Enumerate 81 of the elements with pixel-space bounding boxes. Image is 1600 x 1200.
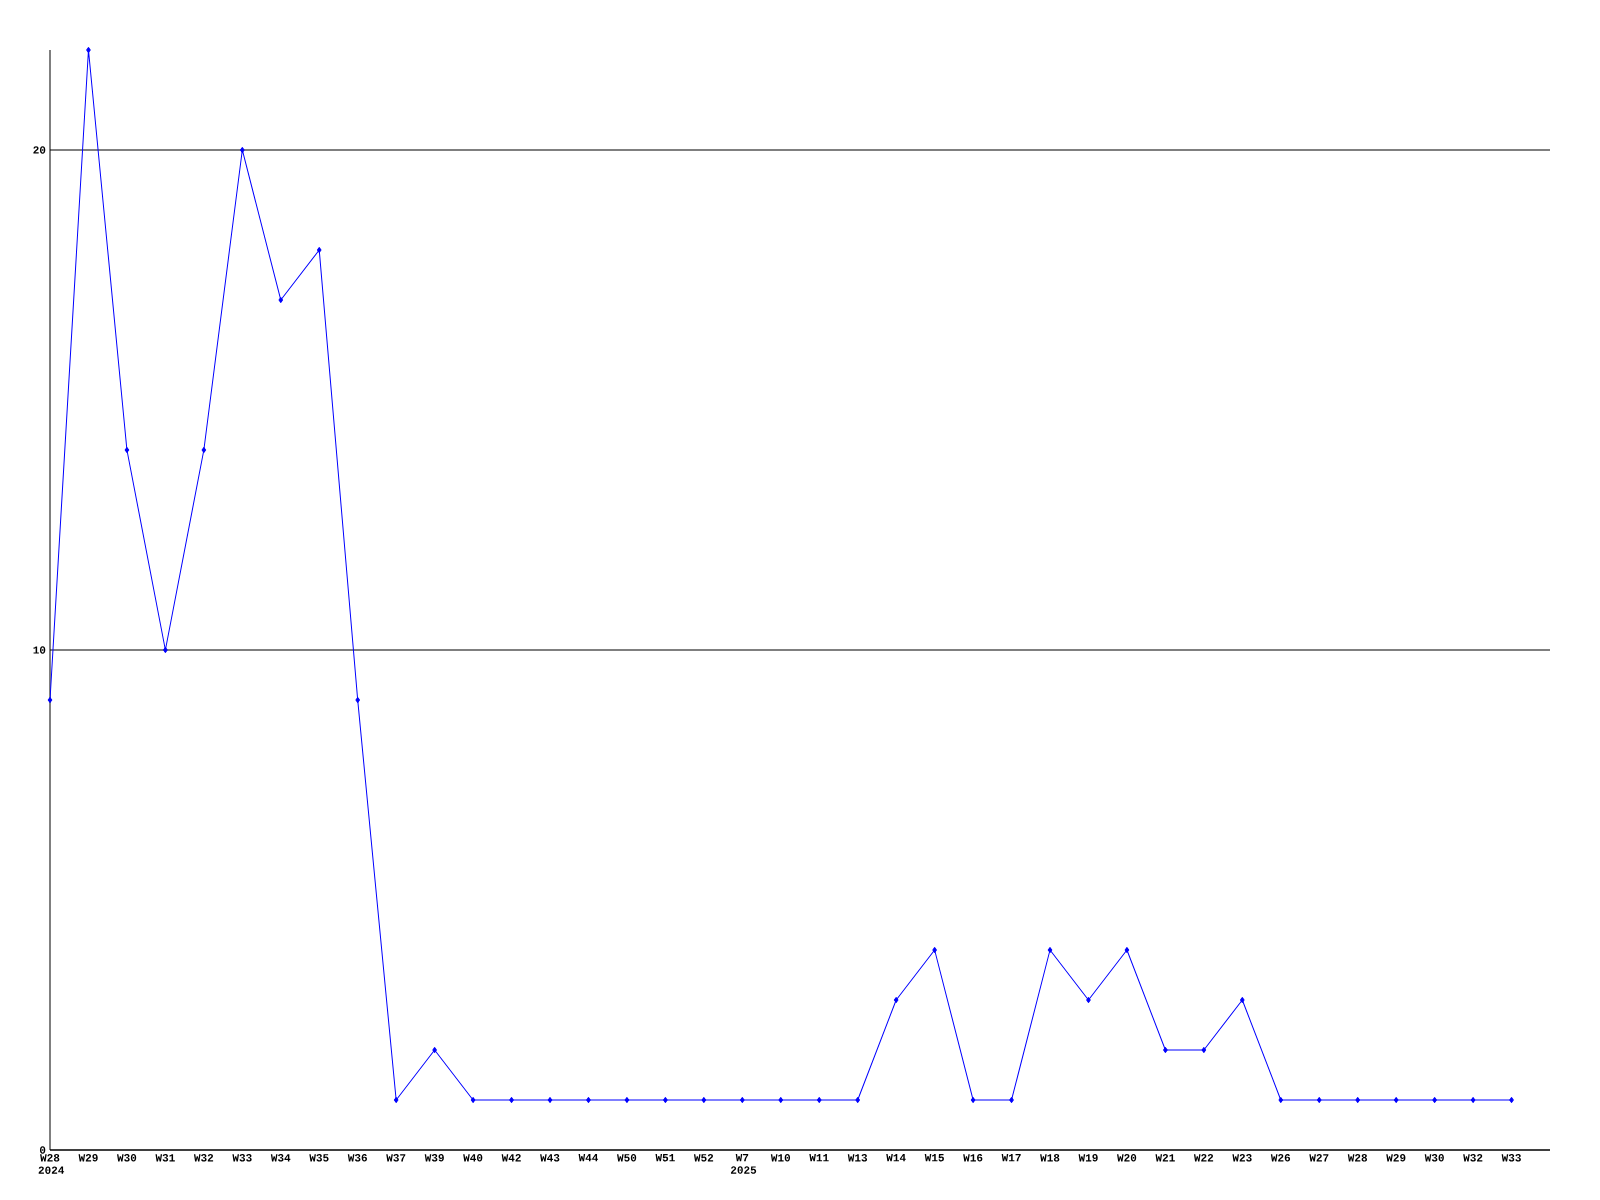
x-tick-label: W30 bbox=[117, 1154, 137, 1162]
point bbox=[547, 1097, 553, 1103]
x-tick-label: W10 bbox=[770, 1154, 791, 1162]
x-tick-label: W19 bbox=[1078, 1154, 1098, 1162]
point bbox=[893, 997, 899, 1003]
point bbox=[1470, 1097, 1476, 1103]
x-tick-label: W20 bbox=[1117, 1154, 1137, 1162]
x-tick-label: W14 bbox=[886, 1154, 906, 1162]
x-tick-label: W43 bbox=[540, 1154, 560, 1162]
point bbox=[1278, 1097, 1284, 1103]
x-tick-label: W7 2025 bbox=[730, 1154, 757, 1174]
point bbox=[509, 1097, 514, 1103]
x-tick-label: W28 2024 bbox=[38, 1154, 65, 1174]
point bbox=[163, 647, 168, 653]
y-tick-label: 10 bbox=[33, 646, 46, 654]
x-tick-label: W42 bbox=[501, 1154, 521, 1162]
point bbox=[1009, 1097, 1014, 1103]
x-tick-label: W22 bbox=[1193, 1154, 1214, 1162]
point bbox=[470, 1097, 476, 1103]
point bbox=[1393, 1097, 1399, 1103]
x-tick-label: W44 bbox=[578, 1154, 599, 1162]
point bbox=[1355, 1097, 1360, 1103]
x-tick-label: W13 bbox=[847, 1154, 868, 1162]
y-tick-label: 0 bbox=[39, 1146, 46, 1154]
point bbox=[432, 1047, 437, 1053]
x-tick-label: W27 bbox=[1309, 1154, 1329, 1162]
x-tick-label: W29 bbox=[78, 1154, 98, 1162]
point bbox=[201, 447, 207, 453]
point bbox=[355, 697, 360, 703]
x-tick-label: W32 bbox=[193, 1154, 214, 1162]
x-tick-label: W33 bbox=[1501, 1154, 1521, 1162]
point bbox=[816, 1097, 822, 1103]
point bbox=[1432, 1097, 1437, 1103]
point bbox=[778, 1097, 784, 1103]
x-tick-label: W23 bbox=[1232, 1154, 1252, 1162]
x-tick-label: W39 bbox=[424, 1154, 444, 1162]
x-tick-label: W35 bbox=[309, 1154, 329, 1162]
point bbox=[855, 1097, 860, 1103]
point bbox=[86, 47, 91, 53]
point bbox=[1240, 997, 1245, 1003]
point bbox=[1163, 1047, 1168, 1053]
point bbox=[1316, 1097, 1322, 1103]
x-tick-label: W15 bbox=[924, 1154, 944, 1162]
x-tick-label: W28 bbox=[1347, 1154, 1368, 1162]
x-tick-label: W26 bbox=[1270, 1154, 1291, 1162]
x-tick-label: W37 bbox=[386, 1154, 406, 1162]
point bbox=[701, 1097, 707, 1103]
point bbox=[624, 1097, 630, 1103]
y-tick-label: 20 bbox=[33, 146, 46, 154]
point bbox=[1086, 997, 1091, 1003]
point bbox=[124, 447, 130, 453]
x-tick-label: W50 bbox=[617, 1154, 637, 1162]
x-tick-label: W34 bbox=[270, 1154, 291, 1162]
point bbox=[1509, 1097, 1514, 1103]
x-tick-label: W17 bbox=[1001, 1154, 1021, 1162]
point bbox=[663, 1097, 668, 1103]
x-tick-label: W30 bbox=[1424, 1154, 1444, 1162]
x-tick-label: W29 bbox=[1386, 1154, 1406, 1162]
x-tick-label: W52 bbox=[693, 1154, 714, 1162]
point bbox=[316, 247, 322, 253]
point bbox=[1201, 1047, 1207, 1053]
x-tick-label: W36 bbox=[347, 1154, 367, 1162]
point bbox=[240, 147, 245, 153]
point bbox=[47, 697, 53, 703]
x-tick-label: W16 bbox=[963, 1154, 983, 1162]
x-tick-label: W40 bbox=[463, 1154, 483, 1162]
point bbox=[1047, 947, 1053, 953]
x-tick-label: W11 bbox=[809, 1154, 829, 1162]
x-tick-label: W18 bbox=[1040, 1154, 1060, 1162]
x-tick-label: W51 bbox=[655, 1154, 675, 1162]
point bbox=[1124, 947, 1130, 953]
point bbox=[586, 1097, 591, 1103]
point bbox=[740, 1097, 745, 1103]
x-tick-label: W32 bbox=[1463, 1154, 1483, 1162]
x-tick-label: W21 bbox=[1155, 1154, 1175, 1162]
x-tick-label: W33 bbox=[232, 1154, 252, 1162]
point bbox=[970, 1097, 976, 1103]
point bbox=[932, 947, 937, 953]
x-tick-label: W31 bbox=[155, 1154, 175, 1162]
point bbox=[278, 297, 284, 303]
point bbox=[393, 1097, 399, 1103]
